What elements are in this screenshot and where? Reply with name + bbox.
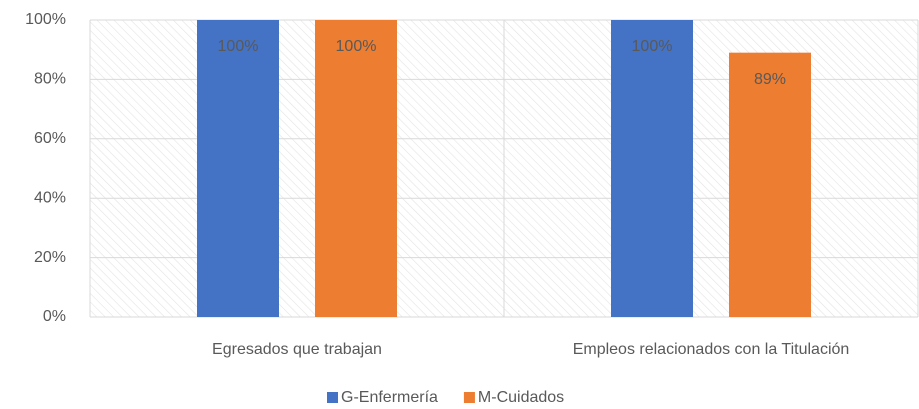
legend-swatch bbox=[463, 392, 475, 403]
y-tick-label: 80% bbox=[34, 71, 66, 88]
bar bbox=[315, 20, 397, 317]
legend-label: M-Cuidados bbox=[478, 389, 564, 406]
x-tick-label: Egresados que trabajan bbox=[212, 341, 382, 358]
bar bbox=[197, 20, 279, 317]
data-label: 100% bbox=[632, 38, 673, 55]
y-tick-label: 100% bbox=[25, 11, 66, 28]
data-label: 100% bbox=[336, 38, 377, 55]
legend-swatch bbox=[327, 392, 338, 403]
x-tick-label: Empleos relacionados con la Titulación bbox=[573, 341, 850, 358]
y-tick-label: 20% bbox=[34, 249, 66, 266]
y-tick-label: 60% bbox=[34, 130, 66, 147]
bar bbox=[729, 52, 811, 318]
legend-label: G-Enfermería bbox=[341, 389, 438, 406]
bar bbox=[611, 20, 693, 317]
data-label: 100% bbox=[218, 38, 259, 55]
y-tick-label: 0% bbox=[43, 308, 66, 325]
data-label: 89% bbox=[754, 71, 786, 88]
y-tick-label: 40% bbox=[34, 189, 66, 206]
